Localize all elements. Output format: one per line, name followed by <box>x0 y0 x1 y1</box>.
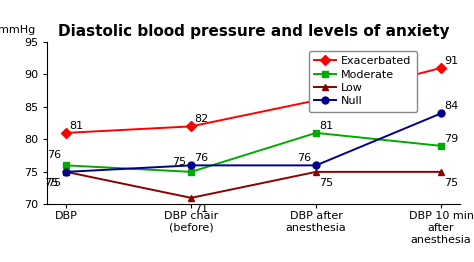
Text: 75: 75 <box>44 178 58 188</box>
Text: 79: 79 <box>444 134 458 144</box>
Text: 76: 76 <box>297 153 311 163</box>
Text: 75: 75 <box>172 157 186 167</box>
Text: 71: 71 <box>194 204 208 214</box>
Low <box>188 196 194 199</box>
Legend: Exacerbated, Moderate, Low, Null: Exacerbated, Moderate, Low, Null <box>309 51 417 112</box>
Moderate <box>64 164 69 167</box>
Text: 81: 81 <box>69 121 83 131</box>
Text: 75: 75 <box>47 178 61 188</box>
Line: Null: Null <box>63 110 445 175</box>
Null <box>188 164 194 167</box>
Null <box>64 170 69 173</box>
Text: 76: 76 <box>47 150 61 160</box>
Exacerbated <box>438 66 444 69</box>
Title: Diastolic blood pressure and levels of anxiety: Diastolic blood pressure and levels of a… <box>58 24 449 39</box>
Null <box>313 164 319 167</box>
Moderate <box>188 170 194 173</box>
Text: 86: 86 <box>319 88 333 98</box>
Text: 82: 82 <box>194 114 208 124</box>
Exacerbated <box>188 125 194 128</box>
Line: Low: Low <box>63 168 445 201</box>
Text: 81: 81 <box>319 121 333 131</box>
Line: Moderate: Moderate <box>63 129 445 175</box>
Low <box>438 170 444 173</box>
Line: Exacerbated: Exacerbated <box>63 64 445 136</box>
Moderate <box>313 131 319 134</box>
Text: 84: 84 <box>444 101 458 111</box>
Text: mmHg: mmHg <box>0 25 35 35</box>
Text: 75: 75 <box>444 178 458 188</box>
Text: 91: 91 <box>444 56 458 66</box>
Low <box>64 170 69 173</box>
Text: 76: 76 <box>194 153 208 163</box>
Exacerbated <box>64 131 69 134</box>
Null <box>438 112 444 115</box>
Low <box>313 170 319 173</box>
Exacerbated <box>313 99 319 102</box>
Text: 75: 75 <box>319 178 333 188</box>
Moderate <box>438 144 444 148</box>
